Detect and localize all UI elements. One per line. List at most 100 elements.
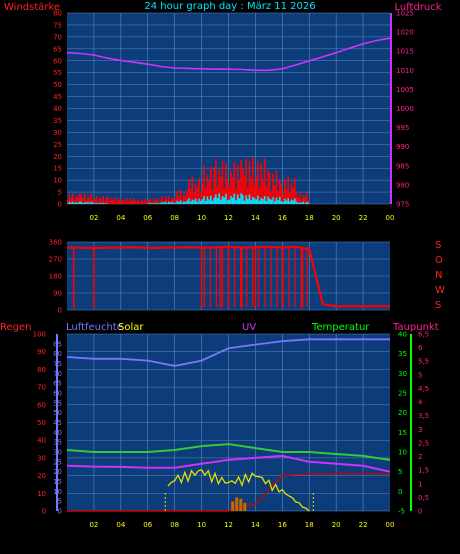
gust-bar xyxy=(68,201,71,204)
gust-bar xyxy=(235,200,237,204)
wind-bar xyxy=(100,198,103,204)
gust-bar xyxy=(258,200,261,204)
dewpoint-tick-label: 4 xyxy=(418,399,423,407)
wind-ticks: 0510152025303540455055606570758097598098… xyxy=(53,10,414,223)
gust-bar xyxy=(77,202,79,204)
wind-bar xyxy=(206,174,209,204)
wind-bar xyxy=(216,185,219,204)
solar-line xyxy=(167,469,310,512)
rain-tick-label: 40 xyxy=(37,437,46,445)
gust-bar xyxy=(230,195,232,204)
legend-temperature: Temperatur xyxy=(311,322,370,333)
gust-bar xyxy=(174,202,177,204)
wind-bar xyxy=(75,195,78,204)
gust-bar xyxy=(75,202,78,204)
time-tick-label: 06 xyxy=(143,214,152,222)
gust-bar xyxy=(176,200,178,204)
time-tick-label: 10 xyxy=(197,521,206,529)
pressure-tick-label: 990 xyxy=(396,143,409,151)
wind-bar xyxy=(295,193,298,204)
wind-bars xyxy=(67,156,310,204)
wind-bar xyxy=(245,158,247,204)
gust-bar xyxy=(218,193,221,204)
wind-bar xyxy=(146,202,148,204)
temperature-tick-label: 20 xyxy=(398,409,407,417)
uv-bar xyxy=(239,498,243,511)
wind-bar xyxy=(297,197,300,204)
uv-bar xyxy=(243,502,247,511)
gust-bar xyxy=(159,202,162,204)
gust-bar xyxy=(154,203,157,204)
pressure-tick-label: 980 xyxy=(396,181,409,189)
gust-bar xyxy=(161,202,163,204)
gust-bar xyxy=(204,201,207,204)
time-tick-label: 12 xyxy=(224,521,233,529)
wind-bar xyxy=(262,179,264,204)
wind-bar xyxy=(307,199,310,204)
wind-bar xyxy=(220,176,222,204)
gust-bar xyxy=(198,198,200,204)
rain-tick-label: 80 xyxy=(37,366,46,374)
gust-bar xyxy=(273,201,276,204)
gust-bar xyxy=(257,195,259,204)
wind-bar xyxy=(199,194,202,204)
gust-bar xyxy=(284,198,286,204)
gust-bar xyxy=(252,196,254,204)
gust-bar xyxy=(179,200,182,204)
gust-bar xyxy=(265,201,268,204)
gust-bar xyxy=(206,196,209,204)
wind-bar xyxy=(241,168,244,204)
gust-bar xyxy=(167,201,170,204)
pressure-tick-label: 975 xyxy=(396,201,409,209)
gust-bar xyxy=(203,196,205,204)
wind-bar xyxy=(102,196,104,204)
gust-bar xyxy=(184,201,187,204)
time-tick-label: 14 xyxy=(251,521,260,529)
wind-bar xyxy=(194,183,197,204)
gust-bar xyxy=(213,197,215,204)
dewpoint-tick-label: 5,5 xyxy=(418,358,429,366)
wind-axis-label: Windstärke xyxy=(4,2,60,13)
compass-label: S xyxy=(435,300,441,311)
wind-bar xyxy=(104,201,106,204)
pressure-line xyxy=(66,37,391,72)
wind-bar xyxy=(189,188,192,204)
temperature-tick-label: 35 xyxy=(398,350,407,358)
time-tick-label: 08 xyxy=(170,521,179,529)
dewpoint-tick-label: 1,5 xyxy=(418,467,429,475)
wind-bar xyxy=(85,199,88,204)
gust-bar xyxy=(226,200,229,204)
gust-bar xyxy=(102,202,104,204)
temperature-tick-label: 40 xyxy=(398,331,407,339)
gust-bar xyxy=(93,203,96,204)
wind-bar xyxy=(70,198,72,204)
gust-bar xyxy=(85,202,88,204)
wind-bar xyxy=(90,193,93,204)
gust-bar xyxy=(287,198,289,204)
gust-bar xyxy=(87,201,89,204)
wind-tick-label: 30 xyxy=(53,129,62,137)
gust-bar xyxy=(211,200,214,204)
dewpoint-tick-label: 0,5 xyxy=(418,494,429,502)
wind-bar xyxy=(159,199,162,204)
time-tick-label: 00 xyxy=(386,214,395,222)
gust-bar xyxy=(169,202,172,204)
gust-bar xyxy=(268,198,271,204)
wind-bar xyxy=(114,197,116,204)
wind-bar xyxy=(284,179,286,204)
wind-bar xyxy=(292,187,295,204)
gust-bar xyxy=(193,200,195,204)
gust-bar xyxy=(166,203,168,204)
wind-tick-label: 40 xyxy=(53,105,62,113)
pressure-tick-label: 1025 xyxy=(396,10,414,18)
wind-bar xyxy=(179,189,182,204)
direction-tick-label: 360 xyxy=(49,239,62,247)
gust-bar xyxy=(300,202,303,204)
rain-tick-label: 20 xyxy=(37,472,46,480)
dewpoint-tick-label: 1 xyxy=(418,480,422,488)
wind-bar xyxy=(263,158,266,204)
wind-bar xyxy=(198,177,200,204)
temperature-tick-label: 5 xyxy=(398,468,402,476)
wind-bar xyxy=(142,201,145,204)
time-tick-label: 16 xyxy=(278,214,287,222)
